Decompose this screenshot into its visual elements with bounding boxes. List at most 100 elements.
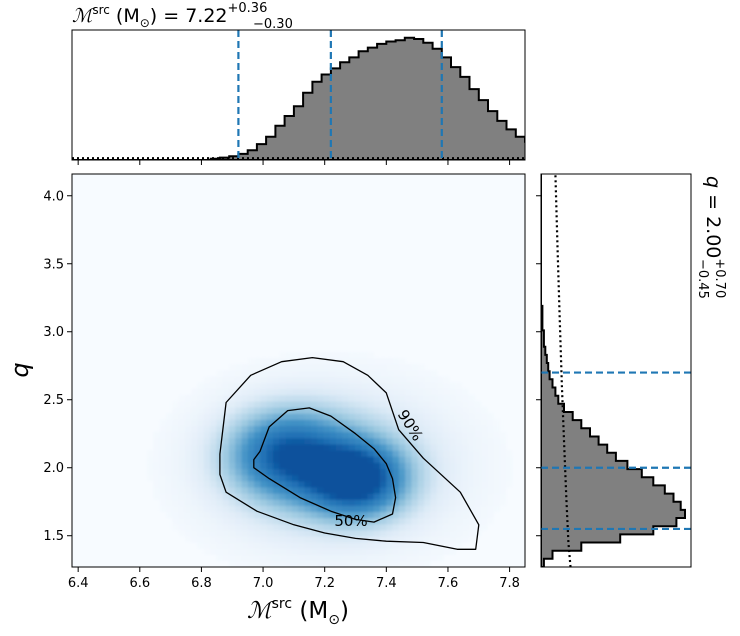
density-cell (172, 462, 180, 470)
density-cell (222, 413, 230, 420)
density-cell (499, 450, 507, 457)
density-cell (222, 493, 230, 500)
density-cell (203, 431, 211, 439)
density-cell (279, 419, 287, 427)
density-cell (184, 505, 192, 513)
density-cell (329, 394, 337, 402)
density-cell (417, 419, 425, 427)
density-cell (449, 382, 457, 390)
density-cell (298, 511, 306, 519)
density-cell (342, 493, 350, 500)
density-cell (178, 486, 186, 494)
density-cell (178, 425, 186, 433)
density-cell (392, 486, 400, 494)
density-cell (461, 517, 469, 525)
density-cell (285, 437, 293, 445)
density-cell (361, 376, 369, 384)
density-cell (335, 425, 343, 433)
x-tick-label: 7.0 (253, 576, 274, 591)
density-cell (241, 505, 249, 513)
density-cell (323, 450, 331, 457)
density-cell (203, 450, 211, 457)
density-cell (386, 499, 394, 506)
density-cell (191, 517, 199, 525)
density-cell (405, 542, 413, 549)
density-cell (197, 468, 205, 476)
density-cell (153, 443, 161, 451)
density-cell (348, 413, 356, 420)
density-cell (191, 493, 199, 500)
density-cell (386, 548, 394, 556)
density-cell (430, 419, 438, 427)
density-cell (172, 456, 180, 463)
density-cell (210, 394, 218, 402)
density-cell (184, 413, 192, 420)
density-cell (260, 554, 268, 562)
density-cell (317, 394, 324, 402)
density-cell (405, 554, 413, 562)
density-cell (166, 511, 173, 519)
density-cell (373, 548, 381, 556)
density-cell (279, 560, 287, 567)
density-cell (379, 468, 387, 476)
density-cell (474, 407, 482, 414)
density-cell (348, 493, 356, 500)
density-cell (291, 437, 299, 445)
density-cell (222, 450, 230, 457)
density-cell (405, 462, 413, 470)
density-cell (222, 456, 230, 463)
density-cell (480, 517, 488, 525)
y-tick-label: 3.5 (43, 257, 64, 272)
density-cell (298, 382, 306, 390)
density-cell (197, 443, 205, 451)
density-cell (323, 474, 331, 482)
density-cell (405, 450, 413, 457)
density-cell (222, 548, 230, 556)
density-cell (222, 505, 230, 513)
density-cell (411, 413, 419, 420)
density-cell (455, 468, 463, 476)
density-cell (493, 450, 501, 457)
density-cell (348, 351, 356, 359)
density-cell (499, 493, 507, 500)
density-cell (279, 431, 287, 439)
density-cell (317, 511, 324, 519)
density-cell (260, 413, 268, 420)
density-cell (361, 443, 369, 451)
density-cell (254, 542, 262, 549)
density-cell (379, 493, 387, 500)
density-cell (493, 437, 501, 445)
density-cell (505, 456, 513, 463)
density-cell (291, 554, 299, 562)
density-cell (354, 370, 362, 377)
density-cell (254, 474, 262, 482)
density-cell (398, 413, 406, 420)
density-cell (411, 407, 419, 414)
density-cell (323, 468, 331, 476)
density-cell (335, 499, 343, 506)
density-cell (178, 468, 186, 476)
density-cell (310, 529, 318, 537)
density-cell (216, 394, 224, 402)
density-cell (166, 425, 173, 433)
density-cell (235, 443, 243, 451)
density-cell (222, 443, 230, 451)
density-cell (235, 505, 243, 513)
density-cell (405, 560, 413, 567)
density-cell (153, 462, 161, 470)
density-cell (461, 529, 469, 537)
density-cell (247, 480, 255, 488)
density-cell (493, 493, 501, 500)
density-cell (285, 388, 293, 396)
density-cell (373, 474, 381, 482)
density-cell (379, 437, 387, 445)
density-cell (304, 554, 312, 562)
density-cell (291, 388, 299, 396)
density-cell (348, 364, 356, 371)
density-cell (342, 480, 350, 488)
density-cell (424, 437, 431, 445)
density-cell (266, 419, 274, 427)
density-cell (147, 462, 155, 470)
density-cell (222, 499, 230, 506)
title-unit: (M (116, 5, 140, 27)
